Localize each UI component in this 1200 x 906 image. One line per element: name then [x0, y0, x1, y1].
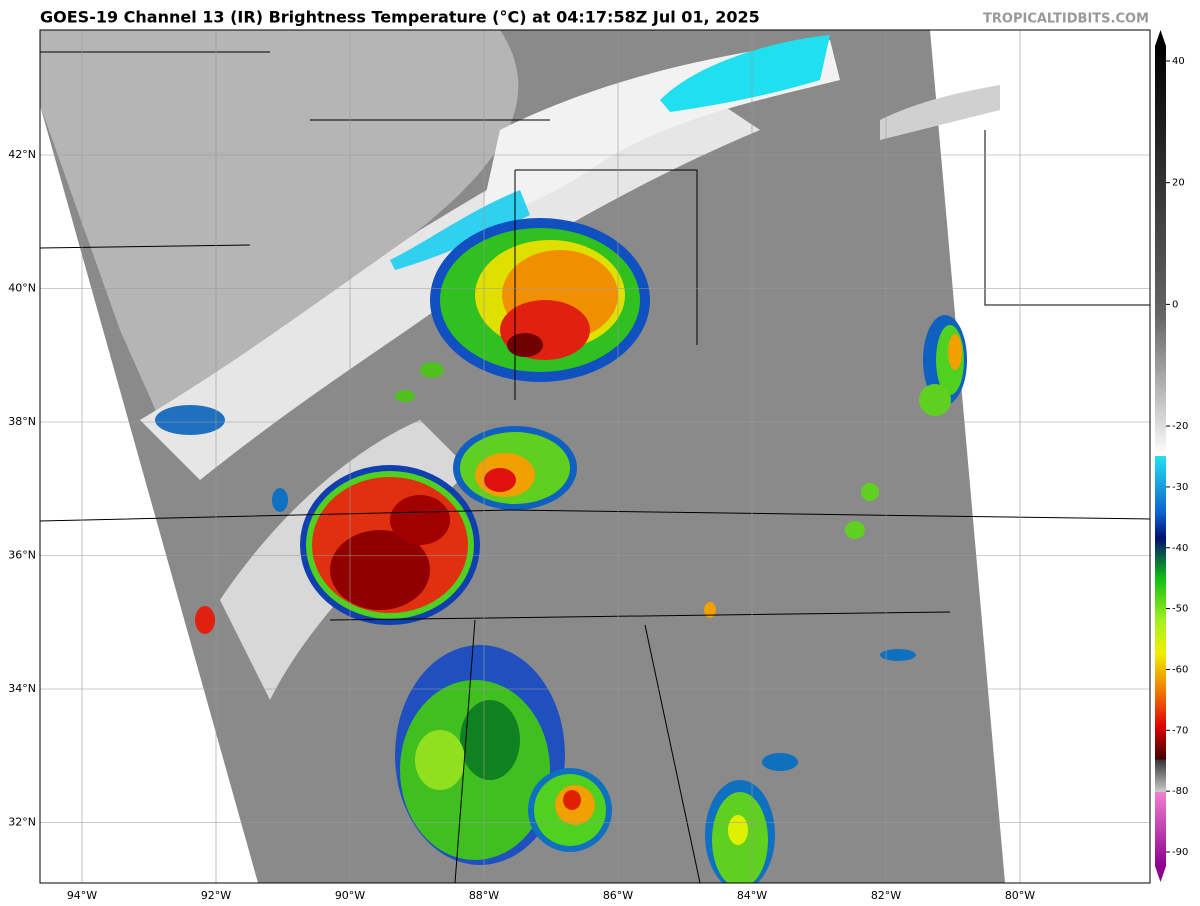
graticule	[40, 30, 1150, 883]
cloud-band	[40, 30, 519, 420]
colorbar-label: -80	[1172, 786, 1188, 797]
storm-kentucky	[453, 426, 577, 510]
colorbar-label: -60	[1172, 664, 1188, 675]
storm-ohio	[919, 315, 967, 416]
cold-cloud	[660, 35, 830, 112]
lat-label: 40°N	[8, 282, 36, 295]
lon-label: 84°W	[737, 889, 767, 902]
colorbar-label: 0	[1172, 299, 1178, 310]
lon-label: 94°W	[67, 889, 97, 902]
colorbar-label: -70	[1172, 725, 1188, 736]
colorbar-arrow	[1155, 30, 1166, 46]
storm-alabama	[528, 768, 612, 852]
map-frame	[39, 29, 1151, 884]
borders	[40, 51, 1150, 883]
lon-label: 90°W	[335, 889, 365, 902]
colorbar-label: -30	[1172, 482, 1188, 493]
lat-label: 32°N	[8, 816, 36, 829]
storm-tennessee	[300, 465, 480, 625]
colorbar-label: -50	[1172, 604, 1188, 615]
storm-mississippi	[395, 645, 565, 865]
colorbar-arrow	[1155, 866, 1166, 882]
lat-label: 42°N	[8, 148, 36, 161]
title: GOES-19 Channel 13 (IR) Brightness Tempe…	[40, 8, 760, 27]
lat-label: 34°N	[8, 682, 36, 695]
colorbar-label: -90	[1172, 847, 1188, 858]
lon-label: 80°W	[1005, 889, 1035, 902]
colorbar-label: -40	[1172, 543, 1188, 554]
colorbar	[1155, 46, 1166, 866]
watermark: TROPICALTIDBITS.COM	[983, 12, 1149, 27]
lon-label: 88°W	[469, 889, 499, 902]
map	[40, 30, 1150, 883]
cold-cloud	[390, 190, 530, 270]
lat-label: 38°N	[8, 415, 36, 428]
lon-label: 82°W	[871, 889, 901, 902]
colorbar-label: 20	[1172, 178, 1185, 189]
lon-label: 86°W	[603, 889, 633, 902]
storm-georgia	[705, 780, 775, 883]
small-cells	[155, 362, 916, 771]
lat-label: 36°N	[8, 549, 36, 562]
colorbar-label: 40	[1172, 56, 1185, 67]
lon-label: 92°W	[201, 889, 231, 902]
cloud-band	[880, 85, 1000, 140]
colorbar-label: -20	[1172, 421, 1188, 432]
storm-indiana	[430, 218, 650, 382]
